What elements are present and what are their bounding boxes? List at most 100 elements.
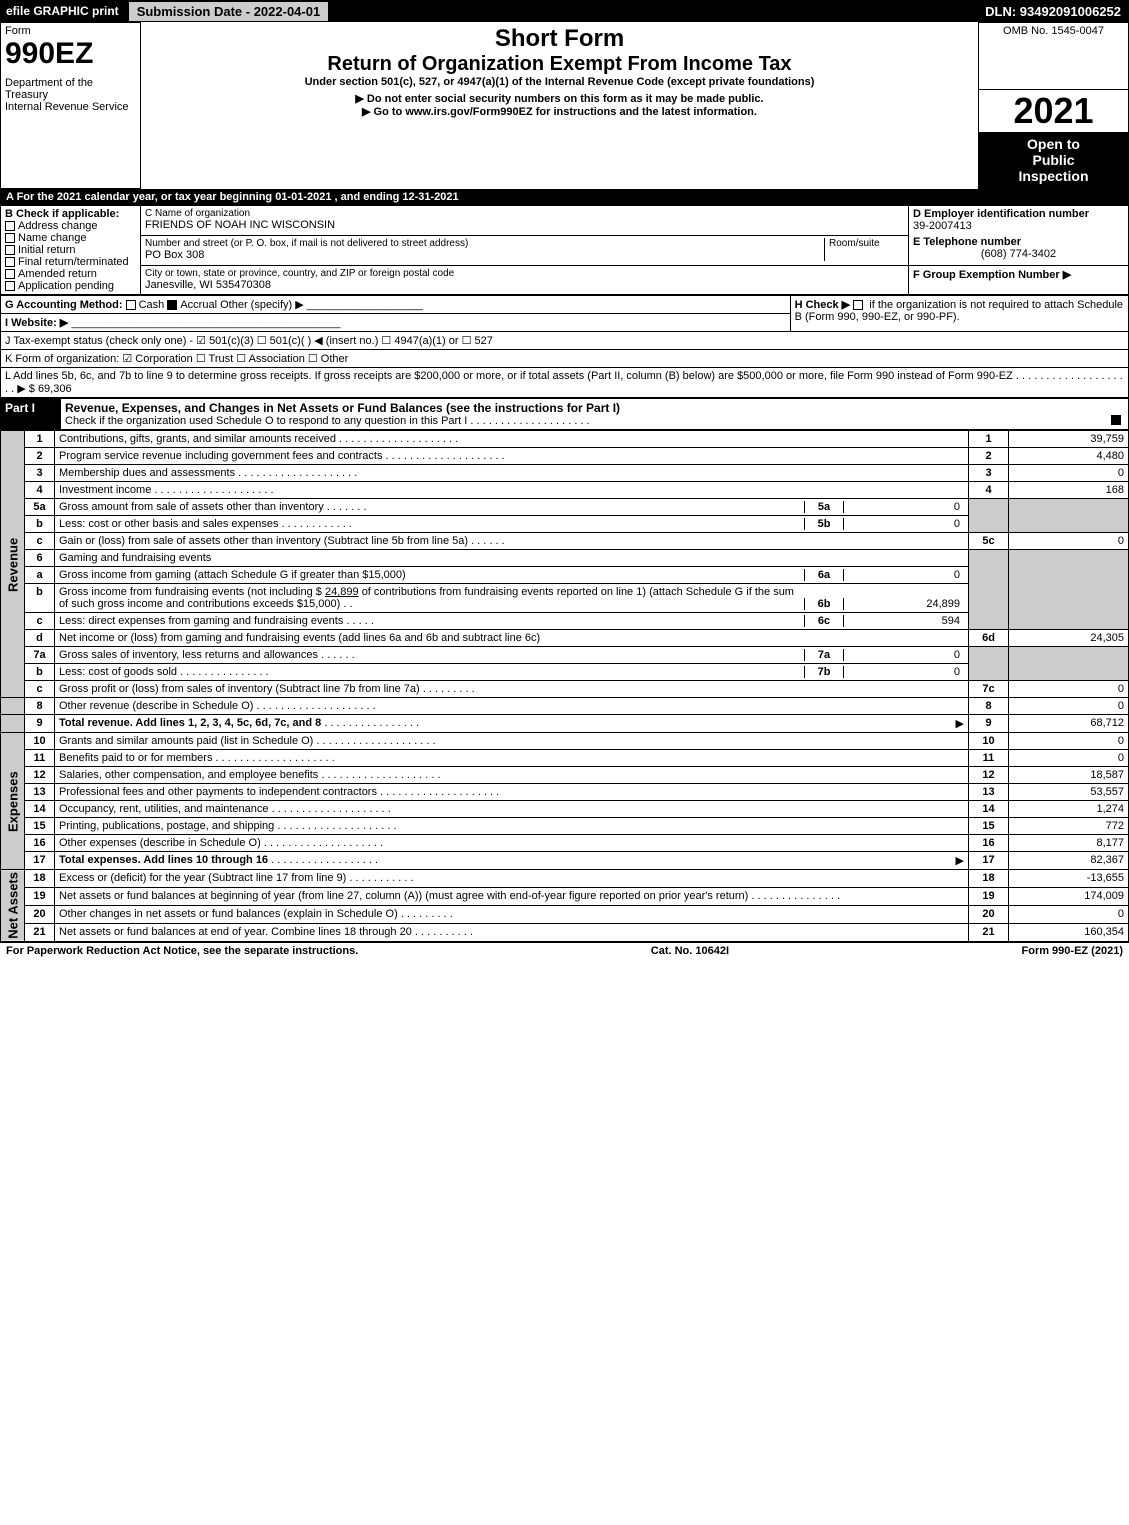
line-8-col: 8 [969, 698, 1009, 715]
line-8-num: 8 [25, 698, 55, 715]
cash-checkbox[interactable] [126, 300, 136, 310]
line-11-col: 11 [969, 750, 1009, 767]
section-f-label: F Group Exemption Number ▶ [913, 268, 1124, 281]
line-6d-col: 6d [969, 630, 1009, 647]
line-6a-desc: Gross income from gaming (attach Schedul… [59, 569, 804, 581]
check-amended-return[interactable]: Amended return [5, 268, 136, 280]
revenue-tab: Revenue [1, 431, 25, 698]
line-10-desc: Grants and similar amounts paid (list in… [59, 735, 313, 747]
phone-value: (608) 774-3402 [913, 248, 1124, 260]
check-application-pending[interactable]: Application pending [5, 280, 136, 292]
schedule-o-checkbox[interactable] [1111, 415, 1121, 425]
line-5a-boxval: 0 [844, 501, 964, 513]
line-5c-num: c [25, 533, 55, 550]
section-l-value: 69,306 [38, 383, 72, 395]
line-5a-box: 5a [804, 501, 844, 513]
line-6-num: 6 [25, 550, 55, 567]
form-header-table: Form 990EZ Department of the Treasury In… [0, 22, 1129, 189]
line-18-val: -13,655 [1009, 870, 1129, 888]
line-6d-desc: Net income or (loss) from gaming and fun… [55, 630, 969, 647]
sections-g-to-l: G Accounting Method: Cash Accrual Other … [0, 295, 1129, 398]
cb-label-5: Application pending [18, 280, 114, 292]
line-19-col: 19 [969, 887, 1009, 905]
line-14-num: 14 [25, 801, 55, 818]
line-9-arrow: ▶ [956, 717, 964, 730]
line-1-desc: Contributions, gifts, grants, and simila… [59, 433, 336, 445]
check-name-change[interactable]: Name change [5, 232, 136, 244]
line-14-val: 1,274 [1009, 801, 1129, 818]
dln: DLN: 93492091006252 [977, 2, 1129, 21]
line-6a-num: a [25, 567, 55, 584]
line-16-desc: Other expenses (describe in Schedule O) [59, 837, 261, 849]
line-4-num: 4 [25, 482, 55, 499]
line-17-col: 17 [969, 852, 1009, 870]
section-h-label: H Check ▶ [795, 299, 851, 311]
instructions-link[interactable]: ▶ Go to www.irs.gov/Form990EZ for instru… [145, 105, 974, 118]
public: Public [1032, 152, 1074, 168]
line-20-val: 0 [1009, 905, 1129, 923]
line-8-val: 0 [1009, 698, 1129, 715]
line-6a-boxval: 0 [844, 569, 964, 581]
tax-year: 2021 [979, 90, 1128, 132]
line-3-val: 0 [1009, 465, 1129, 482]
revenue-expense-table: Revenue 1 Contributions, gifts, grants, … [0, 430, 1129, 942]
line-5b-boxval: 0 [844, 518, 964, 530]
line-6-desc: Gaming and fundraising events [55, 550, 969, 567]
section-l-arrow: ▶ $ [17, 383, 35, 395]
section-i-label: I Website: ▶ [5, 317, 68, 329]
check-final-return[interactable]: Final return/terminated [5, 256, 136, 268]
netassets-tab: Net Assets [1, 870, 25, 942]
line-19-val: 174,009 [1009, 887, 1129, 905]
line-6b-amt: 24,899 [325, 586, 359, 598]
cb-label-1: Name change [18, 232, 87, 244]
line-7c-num: c [25, 681, 55, 698]
ein-value: 39-2007413 [913, 220, 1124, 232]
check-initial-return[interactable]: Initial return [5, 244, 136, 256]
section-c-label: C Name of organization [145, 208, 904, 219]
line-6b-boxval: 24,899 [844, 598, 964, 610]
line-17-num: 17 [25, 852, 55, 870]
line-13-col: 13 [969, 784, 1009, 801]
line-13-val: 53,557 [1009, 784, 1129, 801]
other-label: Other (specify) ▶ [220, 299, 304, 311]
line-7b-desc: Less: cost of goods sold [59, 666, 177, 678]
warning-line1: ▶ Do not enter social security numbers o… [145, 92, 974, 105]
section-d-label: D Employer identification number [913, 208, 1124, 220]
line-11-desc: Benefits paid to or for members [59, 752, 212, 764]
line-7b-boxval: 0 [844, 666, 964, 678]
line-18-desc: Excess or (deficit) for the year (Subtra… [59, 872, 346, 884]
street-value: PO Box 308 [145, 249, 824, 261]
line-20-desc: Other changes in net assets or fund bala… [59, 908, 398, 920]
line-6b-desc1: Gross income from fundraising events (no… [59, 586, 322, 598]
line-5b-desc: Less: cost or other basis and sales expe… [59, 518, 279, 530]
line-2-desc: Program service revenue including govern… [59, 450, 382, 462]
footer-center: Cat. No. 10642I [651, 945, 729, 957]
line-2-col: 2 [969, 448, 1009, 465]
line-14-desc: Occupancy, rent, utilities, and maintena… [59, 803, 269, 815]
line-19-num: 19 [25, 887, 55, 905]
cash-label: Cash [139, 299, 165, 311]
expenses-tab: Expenses [1, 733, 25, 870]
short-form-title: Short Form [145, 25, 974, 53]
line-21-desc: Net assets or fund balances at end of ye… [59, 926, 412, 938]
street-label: Number and street (or P. O. box, if mail… [145, 238, 824, 249]
schedule-b-checkbox[interactable] [853, 300, 863, 310]
section-k: K Form of organization: ☑ Corporation ☐ … [1, 350, 1129, 368]
line-11-val: 0 [1009, 750, 1129, 767]
line-5c-val: 0 [1009, 533, 1129, 550]
line-6c-num: c [25, 613, 55, 630]
line-18-col: 18 [969, 870, 1009, 888]
check-address-change[interactable]: Address change [5, 220, 136, 232]
topbar: efile GRAPHIC print Submission Date - 20… [0, 0, 1129, 22]
line-20-col: 20 [969, 905, 1009, 923]
line-2-num: 2 [25, 448, 55, 465]
line-6c-boxval: 594 [844, 615, 964, 627]
accrual-checkbox[interactable] [167, 300, 177, 310]
line-15-num: 15 [25, 818, 55, 835]
section-j: J Tax-exempt status (check only one) - ☑… [1, 332, 1129, 350]
footer: For Paperwork Reduction Act Notice, see … [0, 942, 1129, 959]
line-5b-num: b [25, 516, 55, 533]
efile-label[interactable]: efile GRAPHIC print [0, 2, 125, 20]
line-6d-val: 24,305 [1009, 630, 1129, 647]
line-1-num: 1 [25, 431, 55, 448]
